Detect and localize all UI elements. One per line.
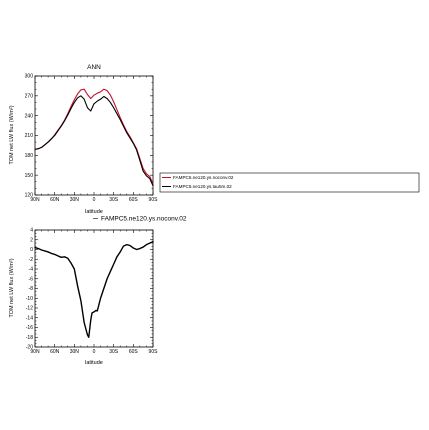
x-tick-label: 90S bbox=[149, 349, 159, 355]
series-line-0 bbox=[34, 240, 154, 338]
y-tick-label: -12 bbox=[26, 306, 33, 312]
legend-label-noconv: FAMPC5.ne120.ys.noconv.02 bbox=[173, 175, 234, 180]
y-tick-label: 0 bbox=[30, 247, 33, 253]
y-tick-label: 210 bbox=[25, 133, 34, 139]
y-tick-label: -14 bbox=[26, 315, 33, 321]
x-tick-label: 60S bbox=[129, 349, 139, 355]
y-tick-label: -16 bbox=[26, 325, 33, 331]
panel-bottom-frame bbox=[34, 229, 154, 348]
x-tick-label: 60S bbox=[129, 197, 139, 203]
x-tick-label: 0 bbox=[93, 197, 96, 203]
series-line-1 bbox=[34, 95, 154, 187]
x-tick-label: 30S bbox=[109, 197, 119, 203]
legend: FAMPC5.ne120.ys.noconv.02 FAMPC5.ne120.y… bbox=[159, 172, 420, 193]
y-tick-label: -18 bbox=[26, 335, 33, 341]
y-tick-label: 150 bbox=[25, 173, 34, 179]
y-tick-label: -2 bbox=[29, 257, 34, 263]
panel-top-xlabel: latitude bbox=[85, 209, 103, 215]
panel-bottom: FAMPC5.ne120.ys.noconv.02 90N 60N 30N 0 30S 6… bbox=[9, 216, 187, 367]
y-tick-label: -10 bbox=[26, 296, 33, 302]
x-tick-label: 30S bbox=[109, 349, 119, 355]
y-tick-label: -6 bbox=[29, 276, 34, 282]
x-tick-label: 90N bbox=[30, 349, 40, 355]
x-tick-label: 90S bbox=[149, 197, 159, 203]
panel-bottom-lines bbox=[34, 240, 154, 338]
legend-box bbox=[159, 172, 420, 193]
y-tick-label: 240 bbox=[25, 113, 34, 119]
panel-top-yticks: 120 150 180 210 240 270 300 bbox=[25, 74, 153, 199]
y-tick-label: 2 bbox=[30, 237, 33, 243]
y-tick-label: 180 bbox=[25, 153, 34, 159]
panel-top-lines bbox=[34, 88, 154, 187]
panel-top-ylabel: TOM net LW flux (W/m²) bbox=[9, 105, 15, 164]
panel-top-xticks: 90N 60N 30N 0 30S 60S 90S bbox=[30, 76, 158, 203]
y-tick-label: -20 bbox=[26, 345, 33, 351]
y-tick-label: -8 bbox=[29, 286, 34, 292]
y-tick-label: 120 bbox=[25, 193, 34, 199]
x-tick-label: 60N bbox=[50, 349, 60, 355]
x-tick-label: 30N bbox=[70, 197, 80, 203]
panel-bottom-title: FAMPC5.ne120.ys.noconv.02 bbox=[101, 216, 187, 223]
panel-top: ANN 90N 60N 30N 0 30S 60S 90S 120 150 180 210 240 2… bbox=[9, 64, 158, 215]
legend-label-tau5m: FAMPC5.ne120.ys.tau5m.02 bbox=[173, 184, 232, 189]
x-tick-label: 30N bbox=[70, 349, 80, 355]
panel-top-title: ANN bbox=[87, 64, 101, 71]
y-tick-label: 300 bbox=[25, 74, 34, 80]
x-tick-label: 60N bbox=[50, 197, 60, 203]
panel-bottom-xlabel: latitude bbox=[85, 360, 103, 366]
x-tick-label: 90N bbox=[30, 197, 40, 203]
y-tick-label: -4 bbox=[29, 267, 34, 273]
y-tick-label: 4 bbox=[30, 228, 33, 234]
panel-top-frame bbox=[34, 75, 154, 196]
x-tick-label: 0 bbox=[93, 349, 96, 355]
panel-bottom-ylabel: TOM net LW flux (W/m²) bbox=[9, 258, 15, 317]
y-tick-label: 270 bbox=[25, 94, 34, 100]
panel-bottom-xticks: 90N 60N 30N 0 30S 60S 90S bbox=[30, 230, 158, 355]
